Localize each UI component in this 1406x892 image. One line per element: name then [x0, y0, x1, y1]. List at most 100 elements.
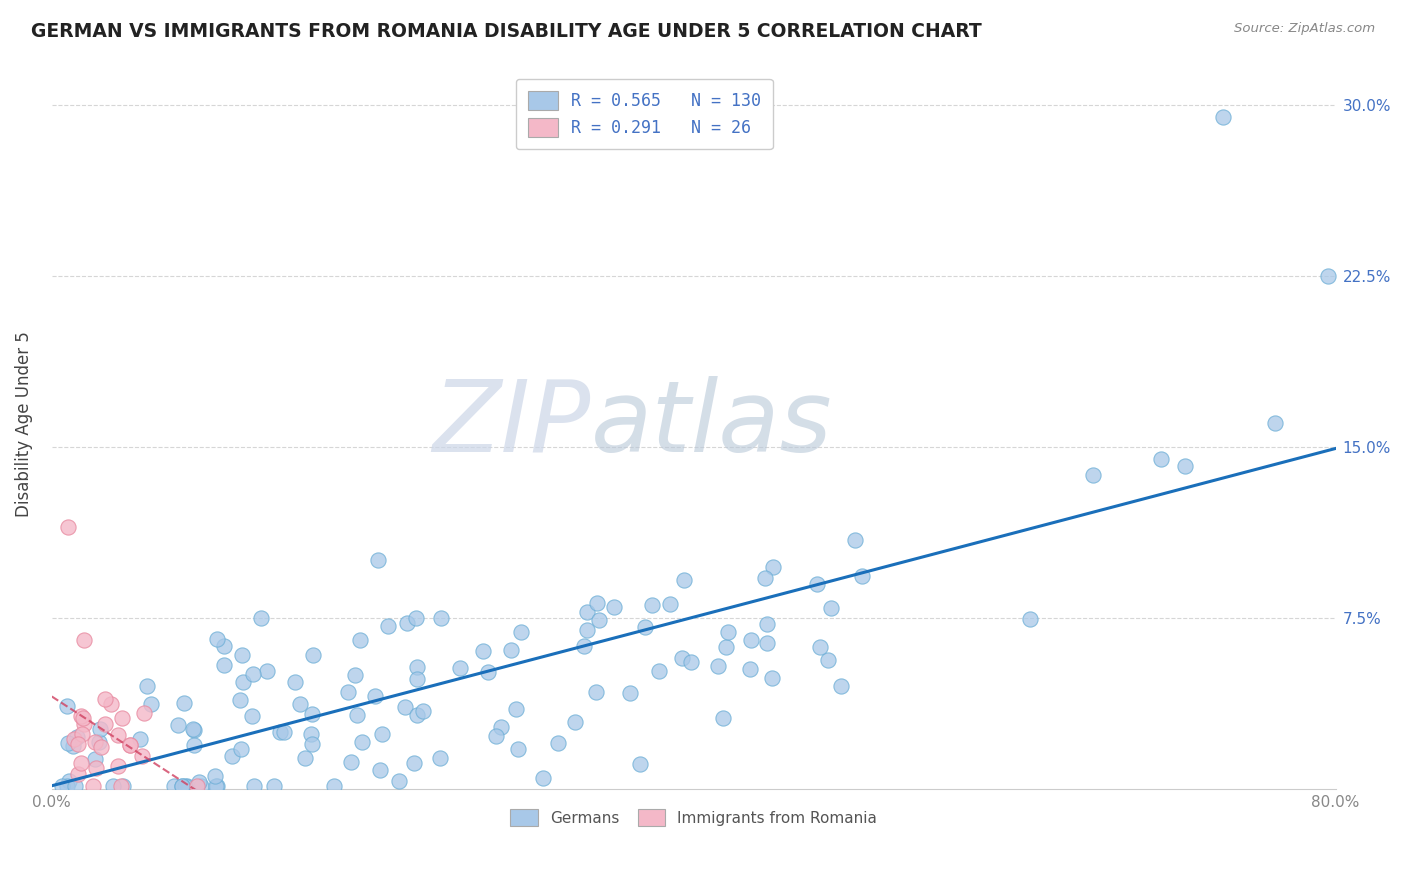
Point [101, 779, 124, 793]
Point [851, 569, 873, 583]
Point [762, 559, 785, 574]
Point [94, 692, 117, 706]
Point [412, 704, 434, 718]
Point [547, 736, 569, 750]
Text: Source: ZipAtlas.com: Source: ZipAtlas.com [1234, 22, 1375, 36]
Point [269, 725, 291, 739]
Point [1264, 416, 1286, 430]
Point [714, 640, 737, 654]
Point [183, 723, 205, 737]
Point [214, 639, 236, 653]
Point [648, 664, 671, 678]
Point [110, 779, 132, 793]
Point [205, 779, 228, 793]
Point [755, 636, 778, 650]
Point [343, 668, 366, 682]
Point [405, 672, 427, 686]
Point [205, 632, 228, 646]
Point [190, 779, 212, 793]
Point [302, 648, 325, 662]
Point [641, 598, 664, 612]
Point [131, 748, 153, 763]
Point [817, 652, 839, 666]
Point [477, 665, 499, 679]
Point [228, 692, 250, 706]
Point [1174, 458, 1197, 473]
Point [484, 729, 506, 743]
Point [70, 727, 93, 741]
Point [170, 779, 193, 793]
Point [141, 698, 163, 712]
Point [576, 623, 599, 637]
Text: ZIP: ZIP [433, 376, 591, 473]
Point [134, 706, 156, 721]
Point [231, 648, 253, 663]
Point [263, 779, 285, 793]
Point [66, 737, 89, 751]
Point [163, 779, 186, 793]
Point [283, 674, 305, 689]
Point [207, 779, 229, 793]
Point [588, 613, 610, 627]
Point [183, 723, 205, 737]
Point [232, 675, 254, 690]
Point [107, 759, 129, 773]
Point [628, 756, 651, 771]
Point [1212, 110, 1234, 124]
Point [634, 620, 657, 634]
Point [186, 779, 208, 793]
Point [402, 756, 425, 771]
Point [368, 764, 391, 778]
Point [176, 779, 198, 793]
Point [301, 706, 323, 721]
Point [531, 771, 554, 785]
Point [658, 597, 681, 611]
Point [830, 679, 852, 693]
Point [449, 661, 471, 675]
Point [84, 735, 107, 749]
Point [63, 779, 86, 793]
Point [572, 640, 595, 654]
Point [66, 730, 89, 744]
Point [89, 723, 111, 737]
Text: GERMAN VS IMMIGRANTS FROM ROMANIA DISABILITY AGE UNDER 5 CORRELATION CHART: GERMAN VS IMMIGRANTS FROM ROMANIA DISABI… [31, 22, 981, 41]
Point [808, 640, 831, 655]
Point [505, 702, 527, 716]
Point [166, 718, 188, 732]
Point [755, 617, 778, 632]
Point [294, 751, 316, 765]
Legend: Germans, Immigrants from Romania: Germans, Immigrants from Romania [501, 799, 886, 836]
Point [204, 769, 226, 783]
Point [754, 571, 776, 585]
Point [472, 643, 495, 657]
Point [183, 739, 205, 753]
Point [323, 779, 346, 793]
Point [405, 611, 427, 625]
Point [90, 739, 112, 754]
Point [394, 700, 416, 714]
Point [87, 735, 110, 749]
Point [299, 727, 322, 741]
Point [118, 738, 141, 752]
Point [564, 714, 586, 729]
Point [212, 658, 235, 673]
Point [738, 662, 761, 676]
Point [1019, 612, 1042, 626]
Point [501, 643, 523, 657]
Point [173, 696, 195, 710]
Point [135, 679, 157, 693]
Point [82, 779, 104, 793]
Point [681, 655, 703, 669]
Point [56, 699, 79, 714]
Point [173, 779, 195, 793]
Point [506, 742, 529, 756]
Point [229, 741, 252, 756]
Point [711, 711, 734, 725]
Point [62, 739, 84, 754]
Point [73, 633, 96, 648]
Point [717, 625, 740, 640]
Point [740, 632, 762, 647]
Point [129, 731, 152, 746]
Point [51, 779, 73, 793]
Point [70, 756, 93, 771]
